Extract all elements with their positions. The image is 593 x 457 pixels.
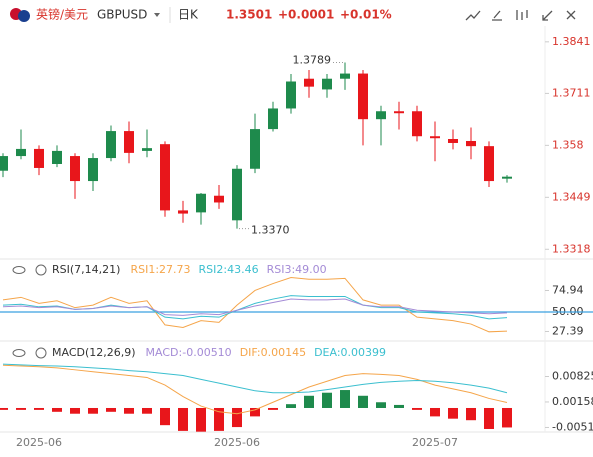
legend-entry: RSI1:27.73 xyxy=(130,263,190,276)
high-label: 1.3789 xyxy=(293,53,332,66)
candle-body xyxy=(16,148,26,157)
legend-entry: MACD:-0.00510 xyxy=(146,346,232,359)
macd-bar xyxy=(70,407,80,414)
candle-body xyxy=(196,193,206,213)
macd-bar xyxy=(358,395,368,408)
candle-body xyxy=(268,108,278,130)
y-tick-label: 1.3449 xyxy=(552,190,591,203)
legend-entry: RSI3:49.00 xyxy=(267,263,327,276)
candle-body xyxy=(142,148,152,151)
macd-bar xyxy=(502,407,512,428)
macd-bar xyxy=(304,395,314,408)
candle-body xyxy=(250,129,260,169)
macd-bar xyxy=(178,407,188,431)
legend-entry: RSI2:43.46 xyxy=(199,263,259,276)
macd-bar xyxy=(16,407,26,410)
macd-bar xyxy=(106,407,116,412)
candle-body xyxy=(358,73,368,120)
candle-body xyxy=(466,140,476,147)
indicator-title: MACD(12,26,9) xyxy=(52,346,136,359)
price: 1.3501 xyxy=(226,8,272,22)
macd-bar xyxy=(142,407,152,414)
macd-bar xyxy=(124,407,134,414)
low-label: 1.3370 xyxy=(251,224,290,237)
y-tick-label: 1.358 xyxy=(552,138,584,151)
macd-bar xyxy=(394,404,404,408)
macd-bar xyxy=(286,404,296,408)
period[interactable]: 日K xyxy=(178,8,199,22)
macd-bar xyxy=(214,407,224,431)
candle-body xyxy=(214,195,224,203)
y-tick-label: 0.00158 xyxy=(552,395,593,408)
rsi-icons[interactable] xyxy=(12,264,47,276)
y-tick-label: 1.3318 xyxy=(552,242,591,255)
candle-body xyxy=(394,111,404,114)
x-tick-label: 2025-06 xyxy=(214,436,260,449)
candle-body xyxy=(286,81,296,109)
candle-body xyxy=(88,158,98,182)
candle-body xyxy=(124,131,134,153)
macd-icons[interactable] xyxy=(12,347,47,359)
macd-bar xyxy=(88,407,98,414)
macd-bar xyxy=(0,407,8,410)
y-tick-label: 0.00825 xyxy=(552,369,593,382)
symbol[interactable]: GBPUSD xyxy=(97,8,147,22)
macd-bar xyxy=(160,407,170,426)
y-tick-label: -0.00510 xyxy=(552,420,593,433)
macd-bar xyxy=(448,407,458,419)
candle-body xyxy=(376,111,386,120)
candle-body xyxy=(322,78,332,90)
x-tick-label: 2025-06 xyxy=(16,436,62,449)
candle-body xyxy=(178,210,188,214)
macd-bar xyxy=(484,407,494,429)
pair-name[interactable]: 英镑/美元 xyxy=(36,7,88,22)
percent: +0.01% xyxy=(340,8,392,22)
candle-body xyxy=(430,136,440,139)
indicator-title: RSI(7,14,21) xyxy=(52,263,120,276)
legend-entry: DEA:0.00399 xyxy=(314,346,386,359)
candle-body xyxy=(502,176,512,179)
candle-body xyxy=(106,131,116,159)
candle-body xyxy=(232,168,242,221)
dropdown-icon[interactable] xyxy=(154,13,160,17)
x-tick-label: 2025-07 xyxy=(412,436,458,449)
candle-body xyxy=(70,156,80,182)
candle-body xyxy=(340,73,350,79)
y-tick-label: 1.3711 xyxy=(552,86,591,99)
macd-bar xyxy=(52,407,62,412)
macd-bar xyxy=(34,407,44,410)
rsi-line xyxy=(2,298,508,316)
candle-body xyxy=(52,150,62,164)
candle-body xyxy=(0,156,8,171)
candle-body xyxy=(484,146,494,182)
macd-bar xyxy=(466,407,476,421)
candle-body xyxy=(448,139,458,143)
y-tick-label: 1.3841 xyxy=(552,35,591,48)
macd-bar xyxy=(268,407,278,410)
macd-bar xyxy=(322,392,332,408)
macd-line xyxy=(2,363,508,394)
macd-bar xyxy=(232,407,242,428)
macd-bar xyxy=(376,402,386,408)
toolbar[interactable] xyxy=(465,10,576,21)
macd-bar xyxy=(412,407,422,410)
flag xyxy=(10,8,30,22)
candle-body xyxy=(304,78,314,87)
macd-bar xyxy=(250,407,260,417)
legend-entry: DIF:0.00145 xyxy=(240,346,306,359)
change: +0.0001 xyxy=(278,8,334,22)
macd-bar xyxy=(430,407,440,417)
macd-bar xyxy=(196,407,206,432)
candle-body xyxy=(34,148,44,168)
macd-bar xyxy=(340,390,350,408)
candle-body xyxy=(160,144,170,211)
y-tick-label: 74.94 xyxy=(552,283,584,296)
rsi-line xyxy=(2,276,508,333)
y-tick-label: 27.39 xyxy=(552,324,584,337)
candle-body xyxy=(412,111,422,137)
macd-line xyxy=(2,364,508,415)
